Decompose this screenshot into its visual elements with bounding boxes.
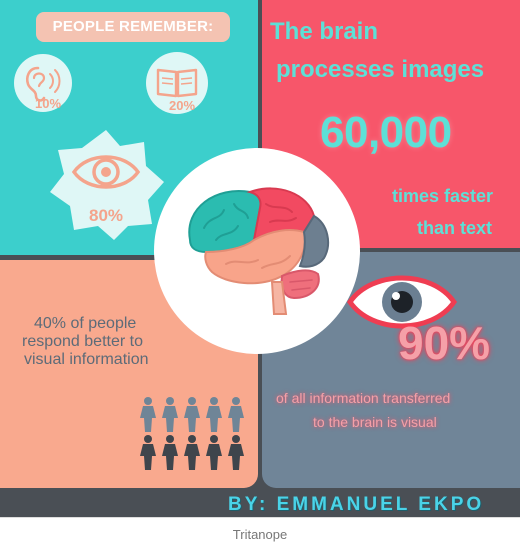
author-byline: BY: EMMANUEL EKPO	[228, 494, 485, 515]
people-remember-title: PEOPLE REMEMBER:	[36, 12, 230, 42]
visual-info-line2: to the brain is visual	[313, 414, 437, 430]
people-icon	[140, 397, 244, 470]
respond-line2: respond better to	[22, 333, 143, 350]
visual-info-line1: of all information transferred	[276, 390, 451, 406]
ear-icon	[14, 54, 72, 112]
brain-speed-line1: The brain	[270, 18, 379, 45]
brain-speed-line3: times faster	[392, 186, 494, 206]
infographic: PEOPLE REMEMBER: 10% 20%	[0, 0, 520, 517]
respond-line1: 40% of people	[34, 315, 137, 332]
hearing-percent: 10%	[34, 96, 62, 111]
reading-percent: 20%	[168, 98, 196, 113]
respond-line3: visual information	[24, 351, 149, 368]
brain-illustration	[188, 187, 330, 315]
book-icon	[146, 52, 208, 114]
brain-speed-number: 60,000	[320, 108, 452, 157]
seeing-percent: 80%	[88, 206, 124, 225]
large-eye-icon	[346, 275, 458, 329]
eye-icon	[50, 130, 164, 240]
brain-speed-line2: processes images	[276, 56, 485, 83]
brain-circle	[154, 148, 360, 354]
brain-speed-line4: than text	[417, 218, 493, 238]
people-remember-panel: PEOPLE REMEMBER: 10% 20%	[0, 0, 258, 255]
filter-caption: Tritanope	[0, 517, 520, 555]
visual-info-percent: 90%	[398, 317, 491, 369]
